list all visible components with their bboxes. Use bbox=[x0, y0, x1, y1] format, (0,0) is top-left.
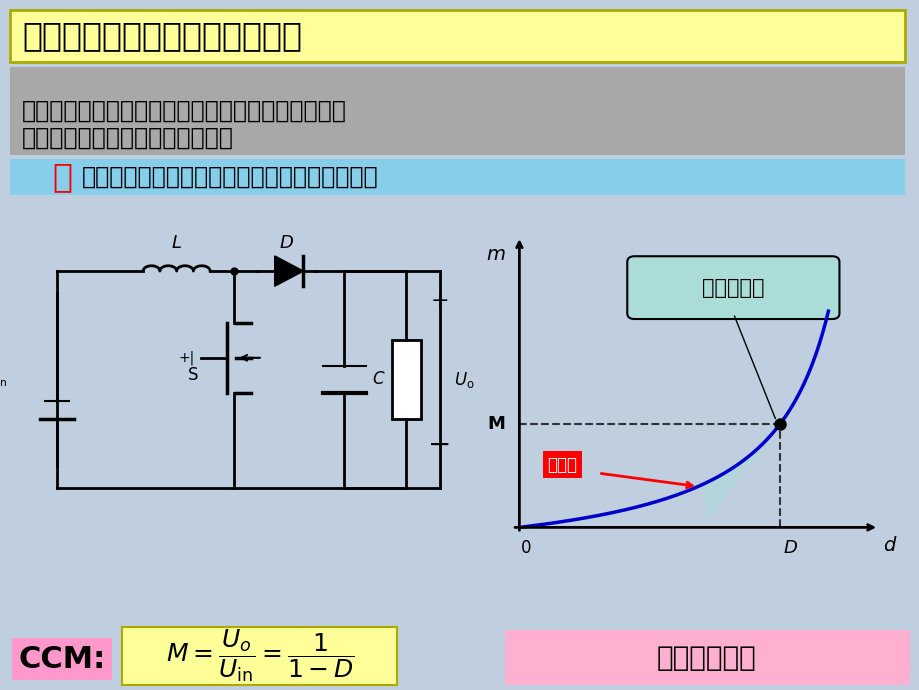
Text: $M = \dfrac{U_o}{U_{\mathrm{in}}} = \dfrac{1}{1-D}$: $M = \dfrac{U_o}{U_{\mathrm{in}}} = \dfr… bbox=[165, 628, 354, 684]
Text: −: − bbox=[427, 431, 451, 459]
Polygon shape bbox=[275, 256, 303, 286]
Text: 电力电子系统的线性化数学模型。: 电力电子系统的线性化数学模型。 bbox=[22, 126, 233, 150]
Text: +|: +| bbox=[178, 351, 194, 365]
Text: $U_\mathrm{o}$: $U_\mathrm{o}$ bbox=[454, 370, 474, 389]
FancyBboxPatch shape bbox=[12, 638, 112, 680]
Bar bbox=[391, 340, 420, 419]
Text: D: D bbox=[279, 234, 293, 252]
Text: $U_\mathrm{in}$: $U_\mathrm{in}$ bbox=[0, 370, 6, 389]
Text: d: d bbox=[881, 536, 894, 555]
FancyBboxPatch shape bbox=[10, 67, 904, 155]
Text: S: S bbox=[187, 366, 199, 384]
Text: +: + bbox=[430, 291, 448, 311]
Polygon shape bbox=[705, 424, 779, 522]
Text: L: L bbox=[172, 234, 181, 252]
Text: CCM:: CCM: bbox=[18, 644, 106, 673]
Text: 建立电力电子系统的线性化数学模型是否可行？: 建立电力电子系统的线性化数学模型是否可行？ bbox=[82, 165, 379, 189]
Text: 输出特性曲线: 输出特性曲线 bbox=[656, 644, 756, 672]
Text: D: D bbox=[783, 539, 797, 557]
Text: 三、电力电子系统线性化的前提: 三、电力电子系统线性化的前提 bbox=[22, 19, 301, 52]
Text: 0: 0 bbox=[521, 539, 531, 557]
Text: ？: ？ bbox=[52, 161, 72, 193]
FancyBboxPatch shape bbox=[627, 256, 838, 319]
Text: C: C bbox=[372, 371, 384, 388]
FancyBboxPatch shape bbox=[122, 627, 397, 685]
FancyBboxPatch shape bbox=[505, 630, 909, 685]
Text: M: M bbox=[486, 415, 505, 433]
Text: 非线性: 非线性 bbox=[547, 455, 577, 473]
FancyBboxPatch shape bbox=[10, 10, 904, 62]
Text: m: m bbox=[485, 245, 505, 264]
Text: 静态工作点: 静态工作点 bbox=[701, 277, 764, 297]
FancyBboxPatch shape bbox=[10, 159, 904, 195]
Text: 为了应用经典控制理论进行补偿网络设计，需要建立: 为了应用经典控制理论进行补偿网络设计，需要建立 bbox=[22, 99, 346, 123]
